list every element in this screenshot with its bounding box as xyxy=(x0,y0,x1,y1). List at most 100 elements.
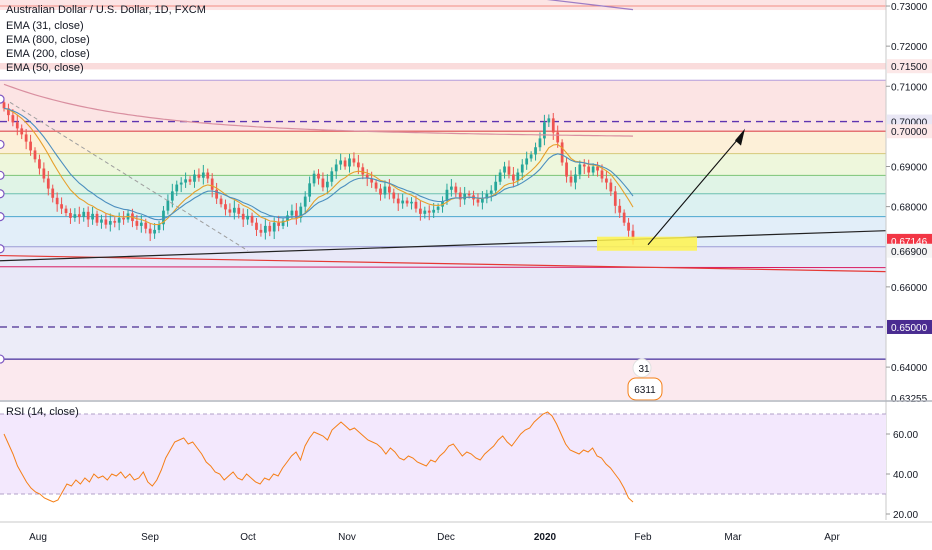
candle-body xyxy=(144,222,148,229)
candle xyxy=(246,209,249,225)
candle-body xyxy=(503,166,506,173)
candle xyxy=(299,202,303,223)
candle-body xyxy=(520,164,524,173)
red-trendline-upper xyxy=(0,266,887,269)
fib-zone-3 xyxy=(0,175,886,194)
candle-body xyxy=(498,172,502,182)
candle xyxy=(108,213,112,232)
candle-body xyxy=(512,174,515,181)
candle xyxy=(166,194,170,215)
candle-body xyxy=(175,184,179,192)
indicator-label-ema50[interactable]: EMA (50, close) xyxy=(6,62,84,74)
candle xyxy=(51,184,55,203)
flag-icon xyxy=(632,358,652,378)
arrow-head xyxy=(735,128,745,146)
candle xyxy=(543,114,546,146)
candle xyxy=(410,197,413,210)
candle xyxy=(334,159,338,179)
candle-body xyxy=(538,138,542,148)
candle xyxy=(175,180,179,197)
candle-body xyxy=(224,204,227,210)
candle xyxy=(512,166,515,188)
candle xyxy=(20,124,24,140)
ema50-line xyxy=(3,107,634,221)
candle xyxy=(33,147,37,163)
candle xyxy=(38,154,41,175)
candle xyxy=(450,179,453,197)
fib-zone-8 xyxy=(0,359,886,400)
time-tick-label: Mar xyxy=(724,532,742,543)
candle xyxy=(388,179,391,200)
level-marker-icon xyxy=(0,244,5,254)
candle-body xyxy=(441,201,444,207)
candle-body xyxy=(7,108,10,116)
zone-7150 xyxy=(0,62,886,70)
candle xyxy=(454,182,458,198)
time-tick-label: Dec xyxy=(437,532,455,543)
candle-body xyxy=(534,147,537,155)
ema200-line xyxy=(3,83,634,137)
candle-body xyxy=(410,201,413,204)
candle xyxy=(485,189,489,204)
rsi-band xyxy=(0,414,886,494)
indicator-label-ema31[interactable]: EMA (31, close) xyxy=(6,20,84,32)
candle xyxy=(82,207,86,222)
candle-body xyxy=(445,189,449,202)
candle xyxy=(219,195,223,208)
candle xyxy=(122,211,125,225)
price-tag-label: 0.66900 xyxy=(891,247,928,258)
candle-body xyxy=(135,221,139,226)
event-badge-count: 6311 xyxy=(634,385,656,396)
badge-border xyxy=(627,377,663,401)
candle xyxy=(379,183,382,201)
candle-body xyxy=(467,193,471,196)
event-badge-2: 6311 xyxy=(627,377,663,401)
candle-body xyxy=(64,208,68,214)
candle-body xyxy=(547,118,551,123)
level-marker-icon xyxy=(0,212,5,222)
candle-body xyxy=(139,222,143,226)
candle xyxy=(193,169,196,188)
candle xyxy=(348,153,351,173)
candle xyxy=(494,174,498,196)
candle-body xyxy=(184,179,187,183)
candle xyxy=(139,215,143,233)
candle-body xyxy=(312,173,316,184)
candle-body xyxy=(15,122,19,129)
indicator-label-ema200[interactable]: EMA (200, close) xyxy=(6,48,90,60)
candle xyxy=(392,188,396,204)
price-tick-label: 0.73000 xyxy=(891,2,928,13)
price-tick-label: 0.69000 xyxy=(891,162,928,173)
candle-body xyxy=(529,154,533,159)
candle-body xyxy=(299,206,303,218)
candle-body xyxy=(166,200,170,211)
candle-body xyxy=(117,217,121,223)
candle-body xyxy=(77,214,81,218)
price-tag-label: 0.70000 xyxy=(891,118,928,129)
candle xyxy=(86,206,90,228)
candle-body xyxy=(436,206,440,210)
candle-body xyxy=(11,115,15,123)
candle xyxy=(24,129,28,150)
candle-body xyxy=(423,210,427,214)
candle-body xyxy=(591,166,595,173)
candle-body xyxy=(370,178,374,183)
price-tick-label: 0.66000 xyxy=(891,283,928,294)
rsi-indicator-label[interactable]: RSI (14, close) xyxy=(6,406,79,418)
price-axis-bg xyxy=(886,0,932,550)
indicator-label-ema800[interactable]: EMA (800, close) xyxy=(6,34,90,46)
candle-body xyxy=(631,230,635,241)
candle-body xyxy=(153,229,156,234)
candle xyxy=(423,206,427,219)
candle xyxy=(330,167,334,187)
candle-body xyxy=(294,210,298,218)
candle xyxy=(405,197,409,207)
candle-body xyxy=(401,200,405,204)
candle-body xyxy=(321,178,325,188)
candle-body xyxy=(516,172,520,181)
candle-body xyxy=(587,166,591,173)
candle xyxy=(224,199,227,216)
candle xyxy=(95,210,99,226)
price-tag-bg xyxy=(887,319,932,334)
